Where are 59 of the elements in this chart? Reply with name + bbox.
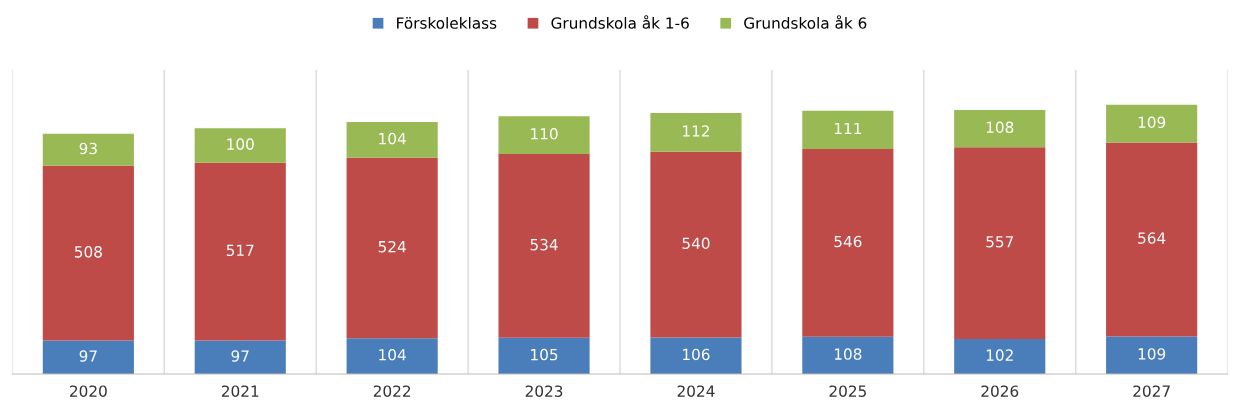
data-label: 111: [834, 122, 862, 135]
bar: [954, 338, 1046, 375]
bar: [498, 337, 590, 375]
bar: [802, 148, 894, 337]
data-label: 108: [986, 121, 1014, 134]
data-label: 97: [231, 350, 249, 362]
data-label: 517: [226, 244, 254, 257]
bar: [346, 338, 438, 375]
data-label: 93: [79, 142, 97, 155]
bar: [42, 165, 134, 341]
bar: [650, 337, 742, 375]
bar: [194, 128, 286, 163]
bar: [498, 154, 590, 338]
legend-label: Grundskola åk 1-6: [551, 15, 689, 29]
bar: [954, 110, 1046, 148]
data-label: 534: [530, 238, 558, 251]
data-label: 564: [1138, 232, 1166, 244]
data-label: 524: [378, 240, 406, 253]
bar: [650, 113, 742, 152]
x-tick-label: 2023: [525, 385, 563, 397]
data-label: 108: [834, 348, 862, 360]
bar: [498, 116, 590, 155]
data-label: 104: [379, 132, 406, 145]
data-label: 102: [986, 349, 1013, 361]
legend-label: Förskoleklass: [397, 17, 497, 29]
data-label: 100: [227, 138, 254, 150]
bar: [802, 336, 894, 375]
bar: [650, 151, 742, 338]
bar: [1106, 142, 1198, 337]
data-label: 105: [531, 348, 558, 361]
bar: [42, 340, 134, 375]
x-tick-label: 2025: [829, 385, 866, 397]
data-label: 546: [834, 235, 862, 248]
data-label: 112: [683, 125, 709, 137]
bar: [194, 162, 286, 341]
data-label: 109: [1138, 116, 1166, 129]
x-tick-label: 2022: [373, 385, 411, 397]
data-label: 540: [682, 237, 710, 250]
data-label: 557: [986, 236, 1014, 248]
bar: [802, 110, 894, 149]
bar: [346, 157, 438, 339]
data-label: 97: [79, 350, 97, 362]
bar: [1106, 336, 1198, 375]
x-tick-label: 2024: [677, 385, 715, 397]
data-label: 508: [74, 246, 102, 258]
bar: [346, 122, 438, 158]
bar: [1106, 104, 1198, 143]
data-label: 104: [379, 348, 406, 361]
data-label: 110: [531, 128, 558, 140]
bar: [42, 133, 134, 166]
x-tick-label: 2021: [221, 385, 259, 397]
bar: [194, 340, 286, 375]
data-label: 109: [1138, 348, 1166, 360]
x-tick-label: 2020: [70, 385, 107, 397]
x-tick-label: 2026: [981, 385, 1019, 397]
data-label: 106: [683, 348, 710, 361]
bar: [954, 147, 1046, 339]
legend-label: Grundskola åk 6: [744, 15, 867, 29]
x-tick-label: 2027: [1133, 385, 1170, 397]
